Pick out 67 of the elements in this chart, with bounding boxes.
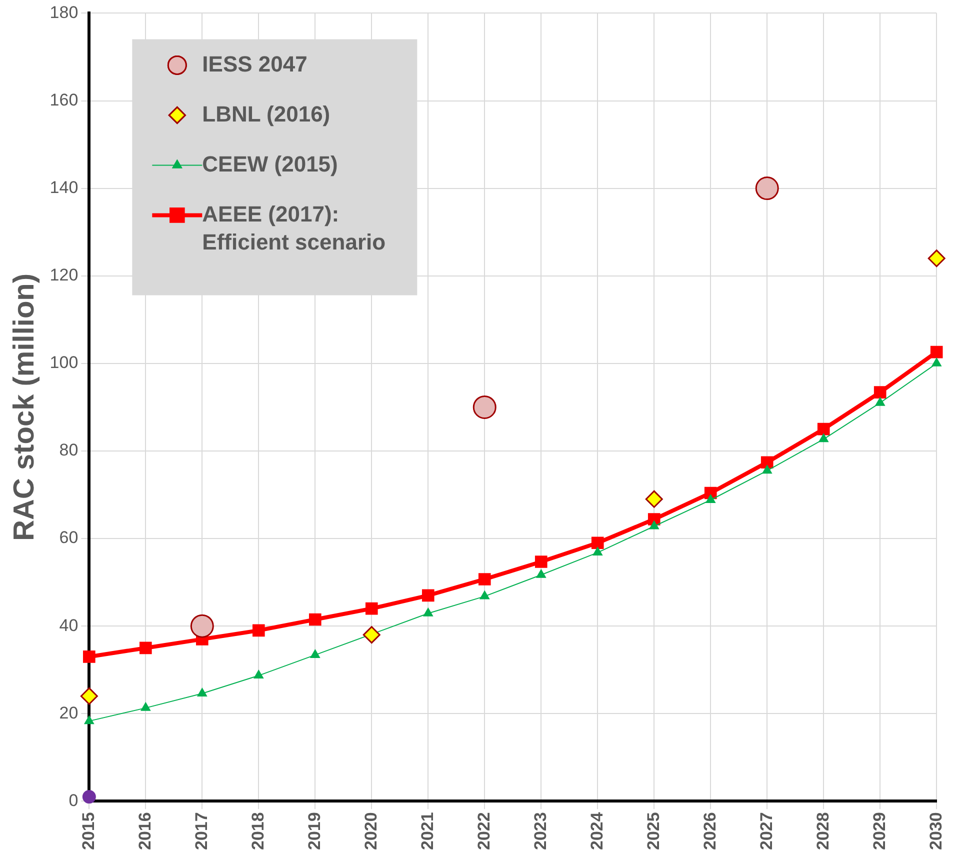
point: [536, 569, 546, 578]
point: [818, 434, 828, 442]
legend-label: LBNL (2016): [202, 101, 330, 126]
point: [760, 456, 774, 469]
y-tick-label: 120: [50, 266, 78, 285]
x-tick-label: 2027: [756, 812, 776, 850]
point: [645, 490, 663, 508]
x-tick-label: 2026: [700, 812, 720, 850]
y-tick-label: 160: [50, 90, 78, 110]
point: [480, 590, 490, 600]
point: [362, 626, 380, 644]
y-tick-label: 20: [59, 703, 78, 722]
y-tick-label: 140: [50, 178, 78, 197]
point: [875, 397, 885, 406]
y-tick-label: 80: [59, 440, 78, 460]
point: [254, 670, 264, 679]
y-tick-label: 60: [59, 528, 78, 548]
x-tick-label: 2028: [813, 812, 832, 850]
point: [80, 687, 98, 705]
x-tick-label: 2019: [304, 812, 324, 850]
point: [365, 602, 378, 615]
point: [422, 589, 434, 602]
x-tick-label: 2021: [418, 812, 437, 850]
point: [423, 608, 433, 616]
point: [762, 465, 772, 474]
point: [310, 649, 320, 658]
point: [591, 536, 604, 550]
y-tick-label: 180: [50, 2, 78, 22]
point: [472, 395, 496, 419]
point: [817, 422, 830, 436]
point: [755, 176, 779, 200]
x-tick-label: 2024: [587, 812, 606, 850]
point: [190, 614, 214, 638]
point: [82, 790, 96, 804]
x-tick-label: 2016: [135, 812, 154, 850]
y-tick-label: 40: [59, 616, 78, 635]
point: [930, 346, 943, 358]
point: [534, 556, 548, 568]
x-tick-label: 2022: [474, 812, 494, 850]
x-tick-label: 2030: [926, 812, 946, 850]
point: [928, 250, 946, 268]
point: [84, 716, 94, 724]
point: [197, 688, 207, 696]
y-tick-label: 100: [50, 353, 78, 372]
point: [932, 358, 942, 366]
point: [874, 386, 886, 398]
point: [308, 613, 322, 626]
x-tick-label: 2017: [192, 812, 211, 850]
legend-label: AEEE (2017): Efficient scenario: [202, 201, 386, 254]
point: [83, 650, 96, 663]
x-tick-label: 2029: [870, 812, 889, 850]
legend-label: IESS 2047: [202, 51, 308, 76]
y-tick-label: 0: [68, 790, 78, 810]
x-tick-label: 2015: [78, 812, 98, 850]
legend-label: CEEW (2015): [202, 151, 338, 176]
x-tick-label: 2025: [644, 812, 663, 850]
point: [592, 547, 602, 556]
point: [252, 624, 265, 637]
point: [140, 702, 150, 711]
x-tick-label: 2023: [530, 812, 550, 850]
point: [478, 573, 491, 586]
point: [706, 494, 716, 503]
y-axis-title: RAC stock (million): [8, 273, 40, 541]
point: [140, 642, 152, 654]
point: [649, 520, 659, 530]
x-tick-label: 2018: [248, 812, 268, 850]
x-tick-label: 2020: [361, 812, 380, 850]
